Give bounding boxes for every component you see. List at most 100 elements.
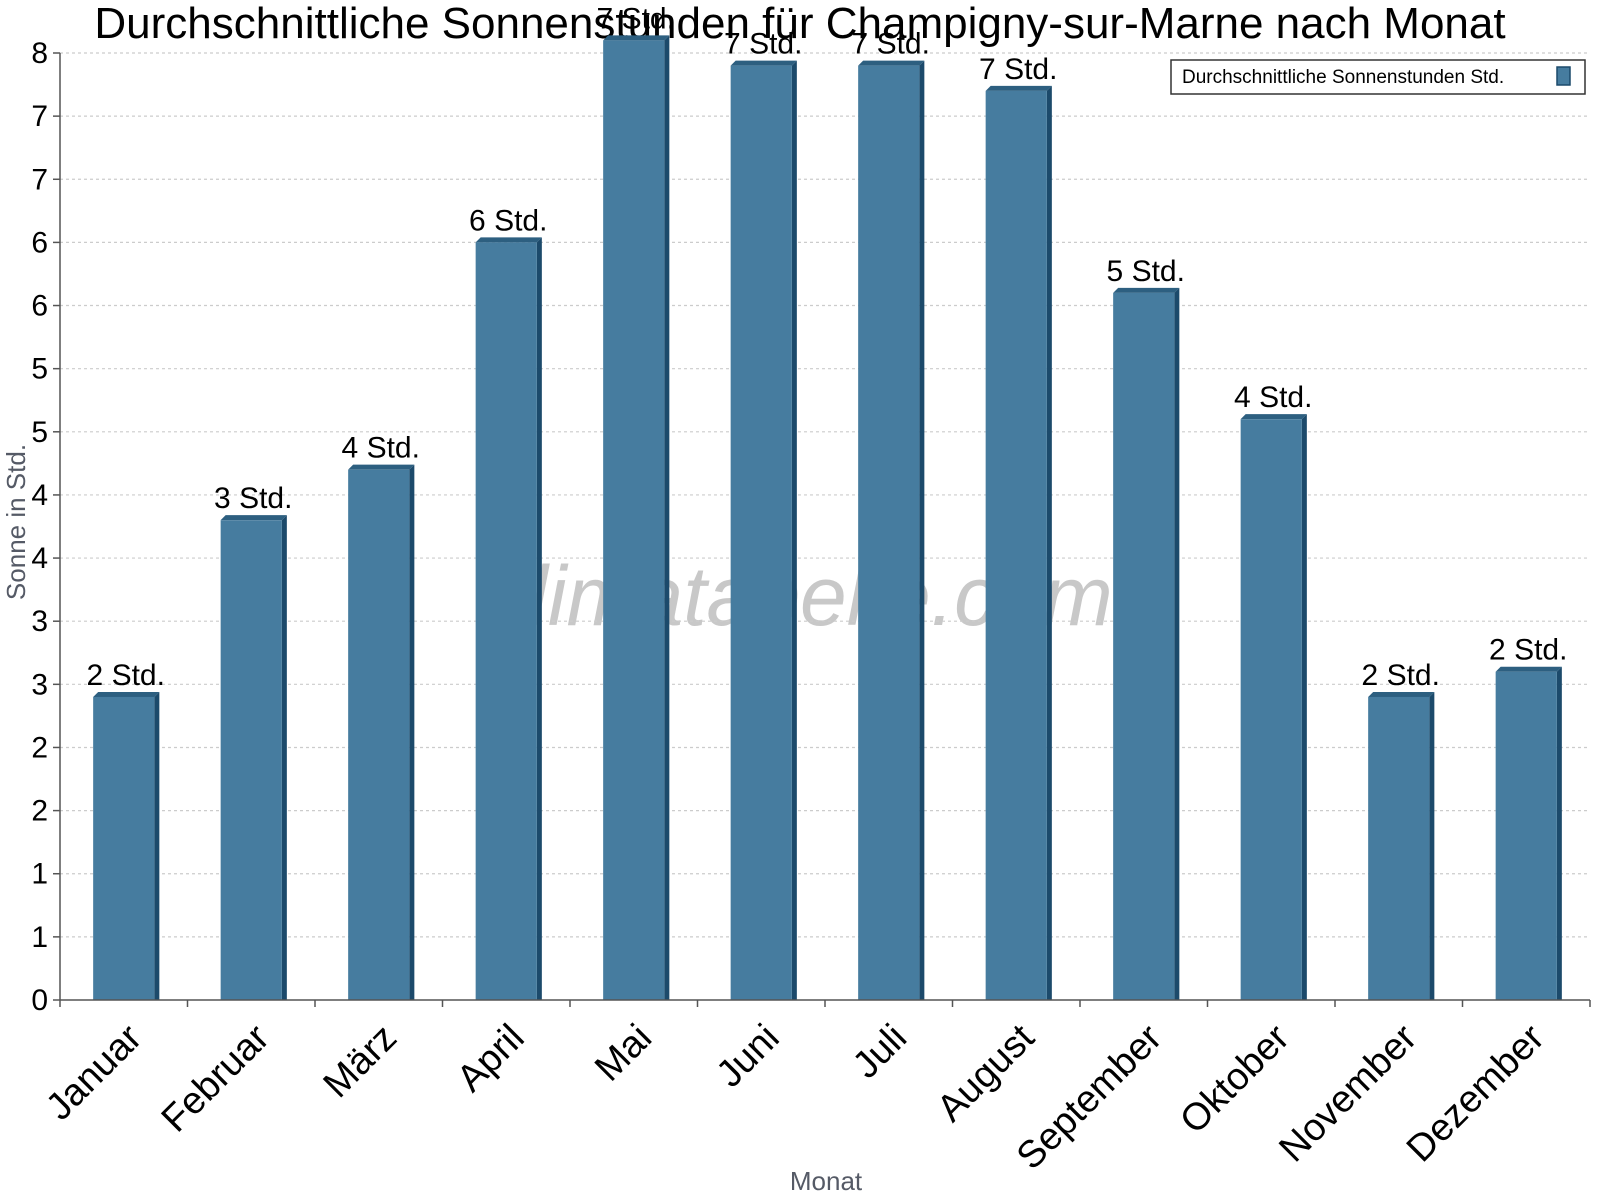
data-label: 2 Std. [1362,659,1440,692]
bar-Juli [858,60,925,1001]
x-axis-label: Monat [790,1166,863,1196]
bar-top [603,35,670,41]
y-tick-label: 7 [31,163,48,196]
bar-side [664,35,670,1000]
bar-top [1495,666,1562,672]
bar-Oktober [1240,414,1307,1000]
y-tick-label: 6 [31,290,48,323]
bar-side [1301,414,1307,1000]
bar-top [1240,414,1307,420]
data-label: 7 Std. [724,28,802,61]
data-label: 7 Std. [852,28,930,61]
bar-top [858,60,925,66]
y-tick-label: 1 [31,858,48,891]
bar-side [1429,691,1435,1000]
data-label: 2 Std. [1489,634,1567,667]
bar [603,40,665,1000]
y-tick-label: 2 [31,731,48,764]
bar-top [93,691,160,697]
y-tick-labels: 0 1 1 2 2 3 3 4 4 5 5 6 6 7 7 8 [31,37,48,1017]
bar-side [536,237,542,1000]
bar [348,469,410,1000]
y-tick-label: 2 [31,795,48,828]
legend-entry-label: Durchschnittliche Sonnenstunden Std. [1182,67,1504,88]
bar-April [475,237,542,1000]
x-tick-label: März [316,1017,405,1106]
data-label: 7 Std. [979,53,1057,86]
y-tick-label: 4 [31,479,48,512]
axes [53,52,1591,1007]
bar-side [1556,666,1562,1000]
data-label: 6 Std. [469,204,547,237]
data-labels: 2 Std. 3 Std. 4 Std. 6 Std. 7 Std. 7 Std. 7 St… [87,2,1568,692]
y-tick-label: 5 [31,353,48,386]
bar [93,696,155,1000]
x-tick-label: April [449,1017,532,1100]
bar-Februar [220,515,287,1000]
bar-side [154,691,160,1000]
legend-swatch [1556,66,1571,86]
data-label: 2 Std. [87,659,165,692]
y-tick-label: 1 [31,921,48,954]
x-tick-label: Februar [154,1016,278,1140]
bar-top [985,85,1052,91]
data-label: 4 Std. [1234,381,1312,414]
x-tick-label: August [929,1016,1043,1130]
x-tick-labels: Januar Februar März April Mai Juni Juli AugustS… [38,1016,1553,1177]
bar-side [1046,85,1052,1000]
bar-Juni [730,60,797,1001]
bar-Dezember [1495,666,1562,1000]
bars [93,35,1562,1001]
bar [1495,671,1557,1000]
legend: Durchschnittliche Sonnenstunden Std. [1170,59,1586,95]
bar-September [1113,287,1180,1000]
x-tick-label: Juli [845,1017,915,1087]
x-tick-label: Juni [709,1017,788,1096]
data-label: 3 Std. [214,482,292,515]
bar [858,65,920,1001]
y-tick-label: 3 [31,668,48,701]
bar-top [1368,691,1435,697]
bar-top [220,515,287,521]
x-tick-label: Dezember [1399,1016,1553,1170]
data-label: 4 Std. [342,432,420,465]
y-tick-label: 8 [31,37,48,70]
bar [985,90,1047,1000]
bar-top [475,237,542,243]
bar-top [730,60,797,66]
bar-side [281,515,287,1000]
x-tick-label: Oktober [1172,1016,1298,1142]
bar [730,65,792,1001]
y-tick-label: 3 [31,605,48,638]
bar-März [348,464,415,1000]
bar-November [1368,691,1435,1000]
y-tick-label: 7 [31,100,48,133]
bar-top [348,464,415,470]
x-tick-label: Januar [38,1016,150,1128]
bar-side [919,60,925,1001]
data-label: 7 Std. [597,2,675,35]
legend-box [1170,59,1586,95]
y-tick-label: 0 [31,984,48,1017]
bar [1113,292,1175,1000]
bar [1240,419,1302,1000]
y-tick-label: 4 [31,542,48,575]
data-label: 5 Std. [1107,255,1185,288]
bar [1368,696,1430,1000]
y-tick-label: 5 [31,416,48,449]
bar-Januar [93,691,160,1000]
bar [475,242,537,1000]
bar [220,520,282,1000]
y-tick-label: 6 [31,226,48,259]
bar-side [791,60,797,1001]
grid-lines [60,52,1590,938]
chart-title: Durchschnittliche Sonnenstunden für Cham… [94,0,1505,48]
bar-Mai [603,35,670,1000]
bar-side [1174,287,1180,1000]
x-tick-label: November [1271,1016,1425,1170]
bar-top [1113,287,1180,293]
x-tick-label: Mai [587,1017,660,1090]
bar-August [985,85,1052,1000]
bar-side [409,464,415,1000]
